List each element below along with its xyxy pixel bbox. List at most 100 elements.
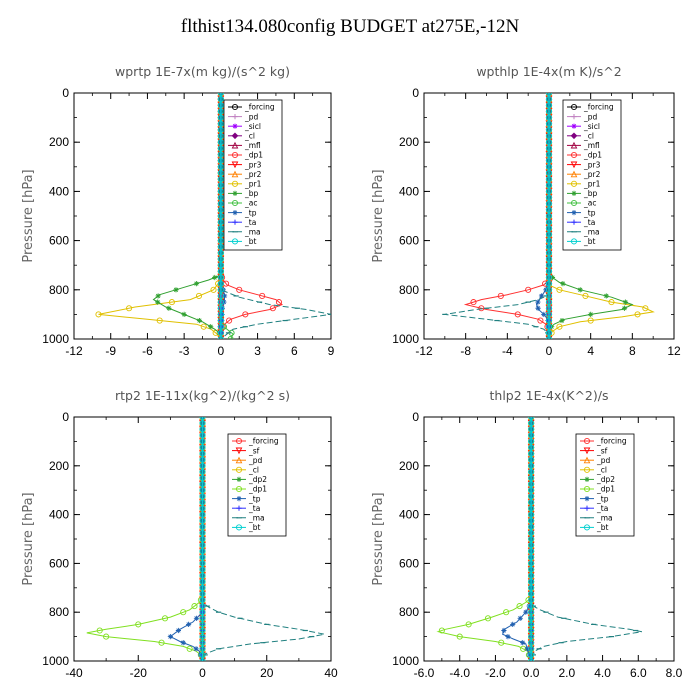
legend-marker <box>235 485 243 493</box>
legend-item: _sf <box>232 446 260 455</box>
series-marker <box>217 237 224 244</box>
plot-area <box>436 417 642 661</box>
plot-frame <box>73 92 332 340</box>
legend-label: _pd <box>244 112 259 121</box>
y-tick-label: 800 <box>49 605 69 619</box>
legend-item: _pr3 <box>567 160 601 169</box>
series-marker <box>510 621 516 627</box>
series-marker <box>528 493 535 500</box>
legend-marker <box>231 132 239 140</box>
legend-marker <box>231 199 239 207</box>
series-marker <box>608 299 615 306</box>
legend-label: _pd <box>583 112 598 121</box>
series-marker <box>634 311 641 318</box>
legend-label: _tp <box>244 208 257 217</box>
series-marker <box>603 293 609 299</box>
series-marker <box>199 542 206 549</box>
series-marker <box>217 188 224 195</box>
legend-item: _pr1 <box>567 180 601 189</box>
plot-frame <box>423 416 675 662</box>
series-marker <box>217 299 224 306</box>
legend-label: _ta <box>596 504 608 513</box>
series-marker <box>545 212 553 220</box>
series-marker <box>528 474 535 482</box>
series-marker <box>180 609 187 616</box>
y-tick-label: 400 <box>399 184 419 198</box>
series-marker <box>545 243 553 250</box>
legend-label: _ma <box>596 514 613 523</box>
series-marker <box>217 243 224 250</box>
x-tick-label: 4.0 <box>594 666 611 680</box>
y-tick-label: 0 <box>412 410 419 424</box>
series-marker <box>217 305 224 312</box>
series-marker <box>199 420 206 427</box>
legend-marker <box>583 524 591 531</box>
legend-marker <box>583 447 591 455</box>
series-marker <box>199 535 206 543</box>
legend-label: _mfl <box>583 141 600 150</box>
series-marker <box>155 299 161 305</box>
series-marker <box>545 176 553 183</box>
legend-marker <box>236 476 242 482</box>
y-tick-label: 800 <box>399 605 419 619</box>
series-marker <box>199 511 206 518</box>
series-marker <box>217 151 224 158</box>
series-marker <box>528 535 535 543</box>
panel-title: wpthlp 1E-4x(m K)/s^2 <box>476 64 621 79</box>
series-marker <box>541 311 547 317</box>
series-marker <box>199 417 206 421</box>
series-marker <box>523 609 529 615</box>
legend-label: _bt <box>244 237 257 246</box>
legend-label: _ma <box>248 514 265 523</box>
series-marker <box>545 169 553 176</box>
series-marker <box>528 468 535 475</box>
series-marker <box>199 609 206 616</box>
y-tick-label: 0 <box>62 410 69 424</box>
series-marker <box>221 299 227 305</box>
legend-item: _cl <box>232 466 259 475</box>
y-tick-label: 400 <box>399 508 419 522</box>
legend-item: _tp <box>567 208 596 217</box>
series-marker <box>199 432 206 439</box>
series-line <box>86 417 203 661</box>
legend-marker <box>231 161 239 169</box>
series-marker <box>217 286 224 293</box>
series-marker <box>199 548 206 555</box>
legend-marker <box>231 103 239 111</box>
series-dp1 <box>463 93 553 339</box>
legend-item: _ac <box>567 199 596 208</box>
legend-label: _forcing <box>244 103 275 112</box>
y-tick-label: 600 <box>399 556 419 570</box>
series-marker <box>217 219 224 226</box>
legend: _forcing_sf_pd_cl_dp2_dp1_tp_ta_ma_bt <box>575 433 635 537</box>
series-marker <box>505 634 511 640</box>
legend-item: _ta <box>228 218 256 227</box>
series-marker <box>528 432 535 439</box>
series-marker <box>528 542 535 549</box>
legend-item: _forcing <box>232 437 279 446</box>
legend-item: _dp1 <box>232 485 267 494</box>
series-marker <box>470 299 477 306</box>
legend-label: _cl <box>583 132 594 141</box>
legend-label: _dp1 <box>244 151 263 160</box>
legend-marker <box>235 456 243 464</box>
legend-marker <box>231 238 239 245</box>
legend-label: _pd <box>596 456 611 465</box>
series-marker <box>199 517 206 524</box>
legend-item: _ma <box>567 228 600 237</box>
series-marker <box>199 493 206 500</box>
series-marker <box>545 157 553 164</box>
series-dp1 <box>436 417 535 661</box>
series-marker <box>537 317 544 324</box>
series-marker <box>259 292 266 300</box>
y-tick-label: 1000 <box>42 332 69 346</box>
legend-label: _pr2 <box>583 170 601 179</box>
x-tick-label: -40 <box>65 666 83 680</box>
legend-label: _pr1 <box>583 180 601 189</box>
legend-marker <box>232 123 238 129</box>
series-marker <box>528 487 535 494</box>
series-marker <box>545 219 553 226</box>
series-marker <box>195 292 203 300</box>
series-marker <box>497 292 504 300</box>
legend-label: _forcing <box>596 437 627 446</box>
